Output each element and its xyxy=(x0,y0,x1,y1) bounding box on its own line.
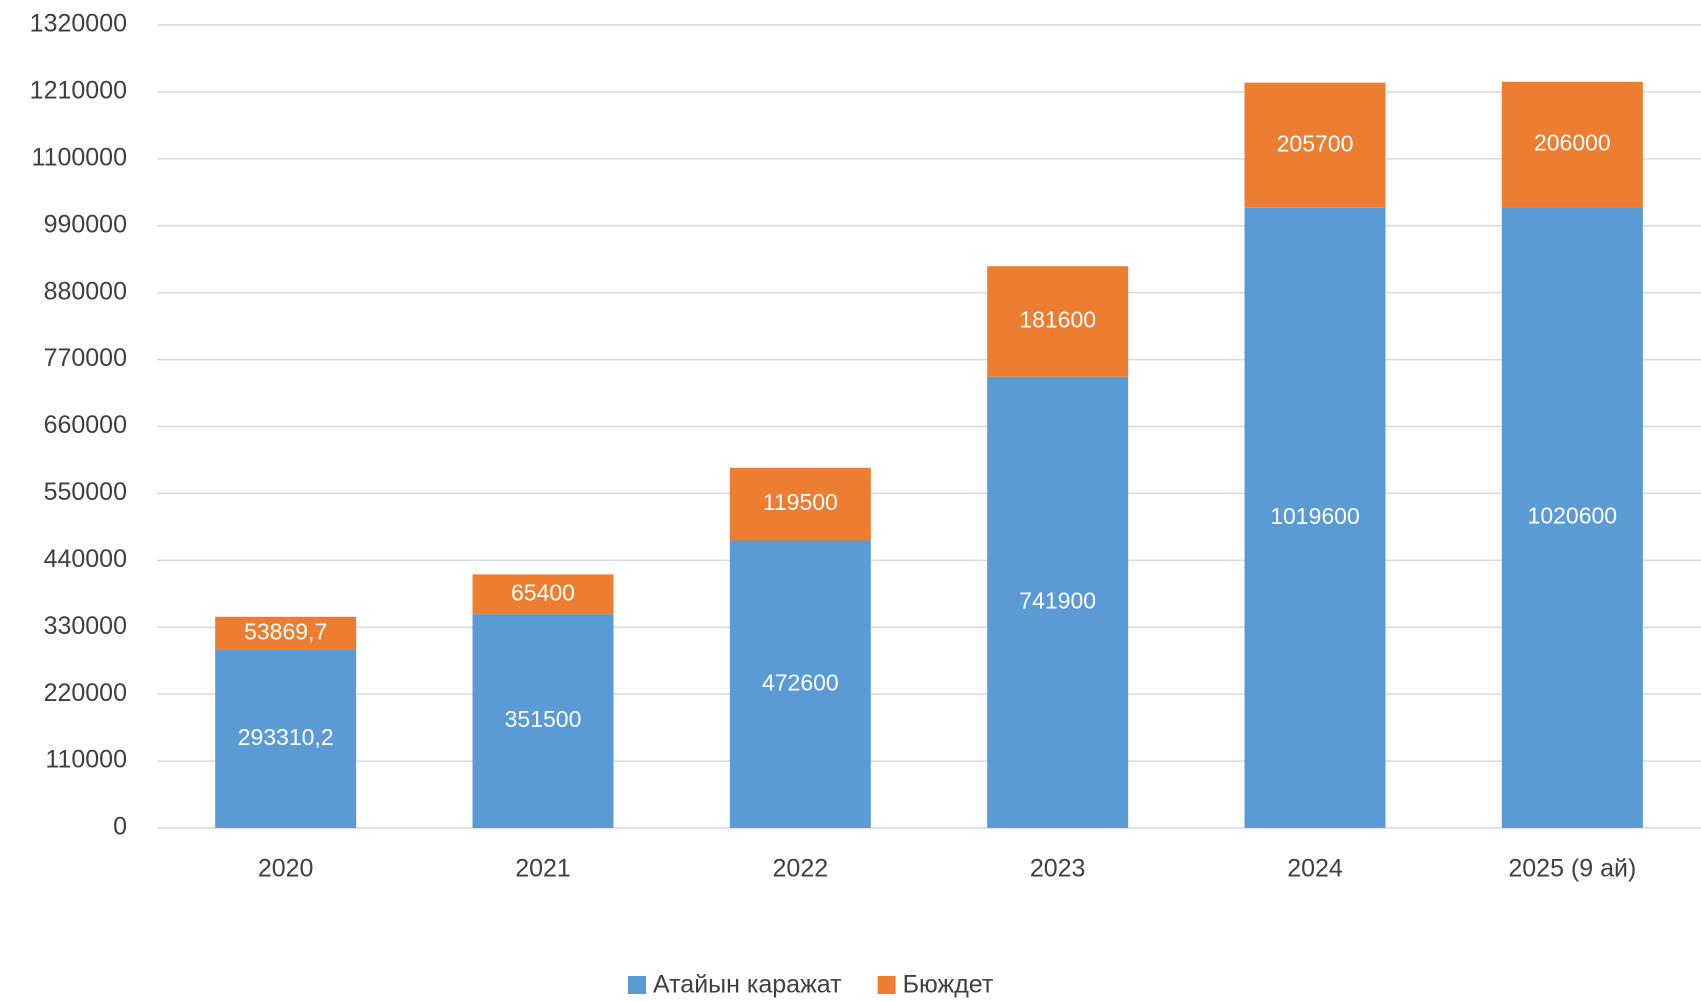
y-tick-label: 330000 xyxy=(44,612,127,640)
y-tick-label: 880000 xyxy=(44,277,127,305)
y-tick-label: 660000 xyxy=(44,411,127,439)
bar-segment xyxy=(729,467,871,541)
x-tick-label: 2025 (9 ай) xyxy=(1508,855,1636,883)
data-label: 65400 xyxy=(511,579,575,605)
data-label: 741900 xyxy=(1019,587,1096,613)
y-tick-label: 110000 xyxy=(45,746,127,774)
legend-label: Атайын каражат xyxy=(653,971,842,999)
bar-segment xyxy=(1501,81,1643,208)
x-tick-label: 2024 xyxy=(1287,855,1343,883)
x-tick-label: 2022 xyxy=(773,855,829,883)
y-tick-label: 440000 xyxy=(44,545,127,573)
x-tick-label: 2023 xyxy=(1030,855,1086,883)
y-tick-label: 0 xyxy=(113,813,127,841)
y-tick-label: 990000 xyxy=(44,210,127,238)
data-label: 351500 xyxy=(505,706,582,732)
legend-swatch xyxy=(628,976,646,994)
bar-segment xyxy=(1244,207,1386,828)
bar-segment xyxy=(987,266,1129,377)
bar-segment xyxy=(729,540,871,828)
data-label: 206000 xyxy=(1534,130,1611,156)
data-label: 1020600 xyxy=(1528,503,1618,529)
bar-segment xyxy=(472,614,614,828)
y-tick-label: 220000 xyxy=(44,679,127,707)
data-label: 293310,2 xyxy=(238,724,334,750)
y-tick-label: 1100000 xyxy=(32,143,127,171)
x-tick-label: 2021 xyxy=(515,855,571,883)
bar-segment xyxy=(472,574,614,615)
bar-segment xyxy=(987,376,1129,828)
x-tick-label: 2020 xyxy=(258,855,314,883)
y-tick-label: 1210000 xyxy=(30,77,127,105)
y-tick-label: 1320000 xyxy=(30,10,127,38)
legend-label: Бюждет xyxy=(903,971,994,999)
bar-segment xyxy=(215,616,357,650)
legend-swatch xyxy=(877,976,896,994)
bar-segment xyxy=(1501,207,1643,828)
data-label: 472600 xyxy=(762,669,839,695)
data-label: 205700 xyxy=(1277,130,1354,156)
y-tick-label: 770000 xyxy=(44,344,127,372)
bar-segment xyxy=(215,649,357,828)
data-label: 1019600 xyxy=(1270,503,1360,529)
bar-segment xyxy=(1244,82,1386,208)
data-label: 119500 xyxy=(763,489,838,515)
data-label: 53869,7 xyxy=(244,618,327,644)
data-label: 181600 xyxy=(1019,307,1096,333)
y-tick-label: 550000 xyxy=(44,478,127,506)
